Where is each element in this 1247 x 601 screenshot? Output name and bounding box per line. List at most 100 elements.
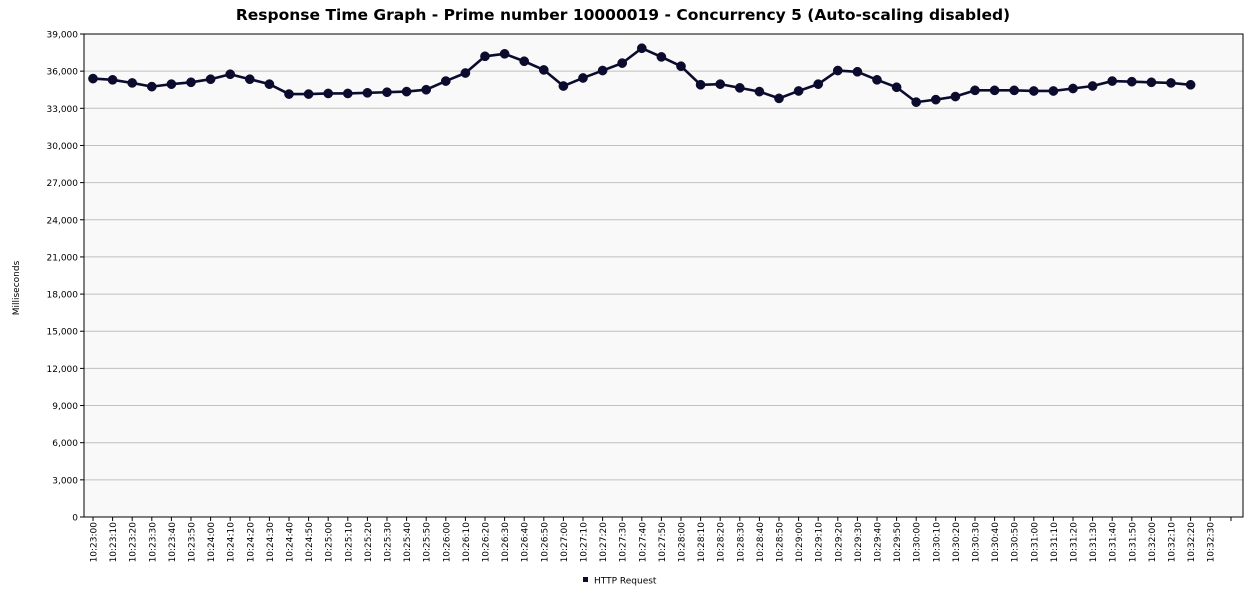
y-tick-label: 24,000 — [47, 216, 79, 226]
data-point — [617, 58, 628, 68]
x-tick-label: 10:30:10 — [932, 522, 942, 563]
x-tick-label: 10:32:00 — [1148, 522, 1158, 563]
data-point — [793, 86, 804, 96]
data-point — [88, 73, 98, 84]
data-point — [656, 52, 667, 62]
x-tick-label: 10:26:30 — [501, 522, 511, 563]
x-tick-label: 10:27:30 — [619, 522, 629, 563]
data-point — [284, 89, 294, 99]
x-tick-label: 10:25:20 — [364, 522, 374, 563]
x-tick-label: 10:28:00 — [678, 522, 688, 563]
data-point — [1185, 79, 1196, 90]
x-tick-label: 10:29:50 — [893, 522, 903, 563]
x-tick-label: 10:25:10 — [344, 522, 354, 563]
x-tick-label: 10:24:50 — [305, 522, 315, 563]
x-tick-label: 10:26:50 — [540, 522, 550, 563]
x-tick-label: 10:28:30 — [736, 522, 746, 563]
x-tick-label: 10:23:00 — [90, 522, 100, 563]
data-point — [342, 88, 353, 99]
data-point — [872, 74, 882, 85]
x-tick-label: 10:28:20 — [717, 522, 727, 563]
x-tick-label: 10:30:20 — [952, 522, 962, 563]
data-point — [538, 65, 549, 75]
data-point — [558, 81, 569, 91]
x-tick-label: 10:30:40 — [991, 522, 1001, 563]
y-tick-label: 12,000 — [47, 365, 79, 375]
x-tick-label: 10:30:00 — [913, 522, 923, 563]
data-point — [1048, 86, 1059, 96]
x-tick-label: 10:26:20 — [482, 522, 492, 563]
y-tick-label: 39,000 — [47, 31, 79, 41]
x-tick-label: 10:31:50 — [1128, 522, 1138, 563]
data-point — [774, 93, 784, 104]
x-tick-label: 10:25:00 — [325, 522, 335, 563]
x-tick-label: 10:30:50 — [1011, 522, 1021, 563]
data-point — [401, 86, 412, 97]
data-point — [264, 79, 275, 90]
legend-label: HTTP Request — [594, 577, 657, 587]
data-point — [499, 48, 510, 59]
data-point — [636, 43, 647, 54]
data-point — [1146, 77, 1157, 88]
y-tick-label: 6,000 — [52, 439, 78, 449]
data-point — [1126, 76, 1137, 87]
x-tick-label: 10:26:00 — [442, 522, 452, 563]
data-point — [146, 81, 157, 92]
data-point — [1068, 83, 1078, 94]
data-point — [1009, 85, 1020, 96]
data-point — [303, 89, 314, 99]
x-tick-label: 10:31:10 — [1050, 522, 1060, 563]
x-tick-label: 10:24:10 — [227, 522, 237, 563]
x-tick-label: 10:25:30 — [384, 522, 394, 563]
x-tick-label: 10:31:00 — [1030, 522, 1040, 563]
y-tick-label: 33,000 — [47, 105, 79, 115]
x-tick-label: 10:27:40 — [638, 522, 648, 563]
data-point — [244, 74, 255, 85]
x-tick-label: 10:29:10 — [815, 522, 825, 563]
x-tick-label: 10:32:20 — [1187, 522, 1197, 563]
data-point — [519, 56, 530, 67]
y-axis: 0 3,000 6,000 9,000 12,000 15,000 18,000 21,000… — [47, 31, 84, 524]
data-point — [695, 79, 706, 90]
x-tick-label: 10:25:40 — [403, 522, 413, 563]
x-tick-label: 10:23:50 — [188, 522, 198, 563]
x-tick-label: 10:30:30 — [972, 522, 982, 563]
legend-swatch — [583, 577, 588, 582]
x-tick-label: 10:31:40 — [1109, 522, 1119, 563]
x-tick-label: 10:29:20 — [834, 522, 844, 563]
data-point — [891, 82, 902, 93]
series-layer — [88, 43, 1196, 107]
x-tick-label: 10:27:20 — [599, 522, 609, 563]
plot-area — [84, 34, 1243, 517]
data-point — [911, 97, 922, 107]
x-tick-label: 10:24:30 — [266, 522, 276, 563]
x-tick-label: 10:31:20 — [1070, 522, 1080, 563]
y-tick-label: 9,000 — [52, 402, 78, 412]
data-point — [950, 91, 961, 102]
data-point — [930, 94, 941, 105]
y-tick-label: 0 — [72, 514, 78, 524]
y-tick-label: 15,000 — [47, 328, 79, 338]
data-point — [225, 69, 236, 80]
data-point — [832, 65, 843, 76]
data-point — [166, 79, 177, 90]
data-point — [323, 88, 334, 99]
x-tick-label: 10:24:00 — [207, 522, 217, 563]
x-tick-label: 10:29:00 — [795, 522, 805, 563]
x-tick-label: 10:23:40 — [168, 522, 178, 563]
x-tick-label: 10:27:10 — [580, 522, 590, 563]
x-tick-label: 10:28:40 — [756, 522, 766, 563]
y-tick-label: 36,000 — [47, 68, 79, 78]
data-point — [970, 85, 980, 96]
x-tick-label: 10:25:50 — [423, 522, 433, 563]
y-tick-label: 3,000 — [52, 476, 78, 486]
x-tick-label: 10:28:10 — [697, 522, 707, 563]
x-tick-label: 10:23:30 — [148, 522, 158, 563]
x-axis: 10:23:00 10:23:10 10:23:20 10:23:30 10:23:40… — [90, 517, 1232, 562]
data-point — [107, 74, 118, 85]
chart-title: Response Time Graph - Prime number 10000… — [236, 6, 1010, 24]
data-point — [676, 61, 686, 72]
x-tick-label: 10:27:00 — [560, 522, 570, 563]
